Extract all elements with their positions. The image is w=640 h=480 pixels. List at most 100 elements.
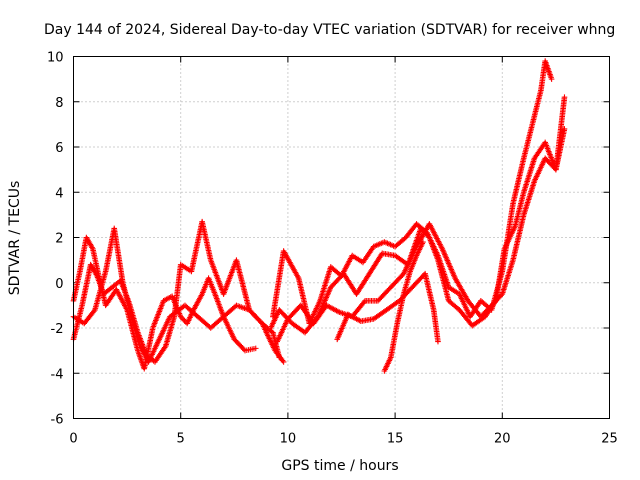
data-point [207, 257, 226, 296]
data-point [152, 344, 168, 365]
data-point [542, 58, 554, 81]
data-point [182, 302, 200, 319]
y-tick-label: 8 [55, 96, 63, 111]
data-point [407, 254, 419, 275]
data-point [231, 336, 247, 353]
data-point [280, 248, 301, 280]
data-point [81, 308, 97, 327]
data-point [323, 302, 341, 315]
data-point [478, 303, 494, 320]
data-point [452, 275, 470, 303]
y-tick-label: 10 [47, 51, 64, 66]
data-point [177, 261, 193, 274]
data-point [456, 291, 473, 318]
data-point [259, 320, 278, 352]
chart-title: Day 144 of 2024, Sidereal Day-to-day VTE… [44, 22, 615, 38]
data-point [150, 299, 166, 331]
data-point [531, 157, 548, 184]
data-point [439, 246, 458, 280]
data-point [561, 126, 568, 132]
data-point [199, 218, 214, 262]
data-point [400, 270, 413, 297]
tick-labels: 0 5 10 15 20 25 -6 -4 -2 0 2 4 6 8 10 [47, 51, 618, 447]
y-tick-label: -2 [51, 322, 64, 337]
data-point [394, 292, 407, 327]
data-point [465, 298, 483, 319]
data-point [274, 317, 290, 345]
data-point [488, 292, 504, 309]
data-point [195, 313, 213, 330]
x-tick-label: 25 [601, 432, 618, 447]
data-point [375, 285, 393, 304]
data-point [561, 94, 568, 101]
data-point [207, 315, 226, 331]
data-point [360, 245, 376, 266]
data-point [267, 308, 282, 331]
data-point [388, 322, 400, 361]
data-point [252, 345, 259, 352]
data-point [435, 338, 441, 345]
data-point [145, 338, 162, 365]
data-point [469, 314, 487, 329]
x-tick-label: 15 [387, 432, 404, 447]
data-point [212, 291, 226, 318]
data-point [190, 292, 205, 313]
data-point [285, 303, 303, 322]
data-point [445, 284, 461, 296]
data-point [297, 302, 316, 325]
data-point [334, 313, 351, 343]
data-point [160, 294, 174, 304]
x-tick-label: 0 [69, 432, 77, 447]
data-point [548, 76, 555, 82]
data-point [233, 257, 252, 312]
data-point [353, 272, 372, 297]
data-point [510, 157, 527, 207]
data-point [413, 222, 432, 250]
data-point [422, 270, 437, 312]
data-point [435, 257, 452, 303]
data-point [167, 303, 187, 320]
y-tick-label: 2 [55, 232, 63, 247]
data-point [529, 89, 544, 128]
data-point [87, 261, 100, 278]
data-point [111, 225, 126, 284]
data-point [392, 235, 408, 250]
data-point [83, 234, 95, 251]
data-point [381, 239, 397, 249]
y-tick-label: 0 [55, 277, 63, 292]
data-point [246, 307, 264, 326]
data-point [520, 179, 537, 218]
data-point [520, 123, 535, 162]
y-tick-label: 4 [55, 186, 63, 201]
data-point [413, 240, 426, 259]
data-point [270, 249, 287, 320]
data-point [205, 275, 218, 296]
x-tick-label: 5 [177, 432, 185, 447]
data-point [553, 96, 568, 173]
data-point [100, 285, 114, 297]
data-point [430, 307, 441, 343]
data-point [310, 303, 329, 327]
data-point [280, 359, 287, 365]
data-point [345, 311, 363, 324]
y-axis-label: SDTVAR / TECUs [7, 181, 23, 296]
data-points [70, 58, 568, 374]
data-point [366, 251, 385, 277]
data-point [420, 239, 426, 245]
data-point [370, 308, 388, 322]
data-point [383, 299, 401, 313]
data-point [400, 245, 419, 277]
data-point [426, 221, 445, 251]
data-point [445, 298, 461, 312]
data-point [156, 315, 173, 343]
data-point [340, 270, 359, 296]
data-point [456, 307, 475, 328]
data-point [102, 288, 119, 309]
data-point [510, 213, 527, 263]
y-tick-label: -6 [51, 413, 64, 428]
data-point [327, 272, 346, 291]
x-tick-label: 10 [280, 432, 297, 447]
x-tick-label: 20 [494, 432, 511, 447]
data-point [188, 220, 205, 275]
